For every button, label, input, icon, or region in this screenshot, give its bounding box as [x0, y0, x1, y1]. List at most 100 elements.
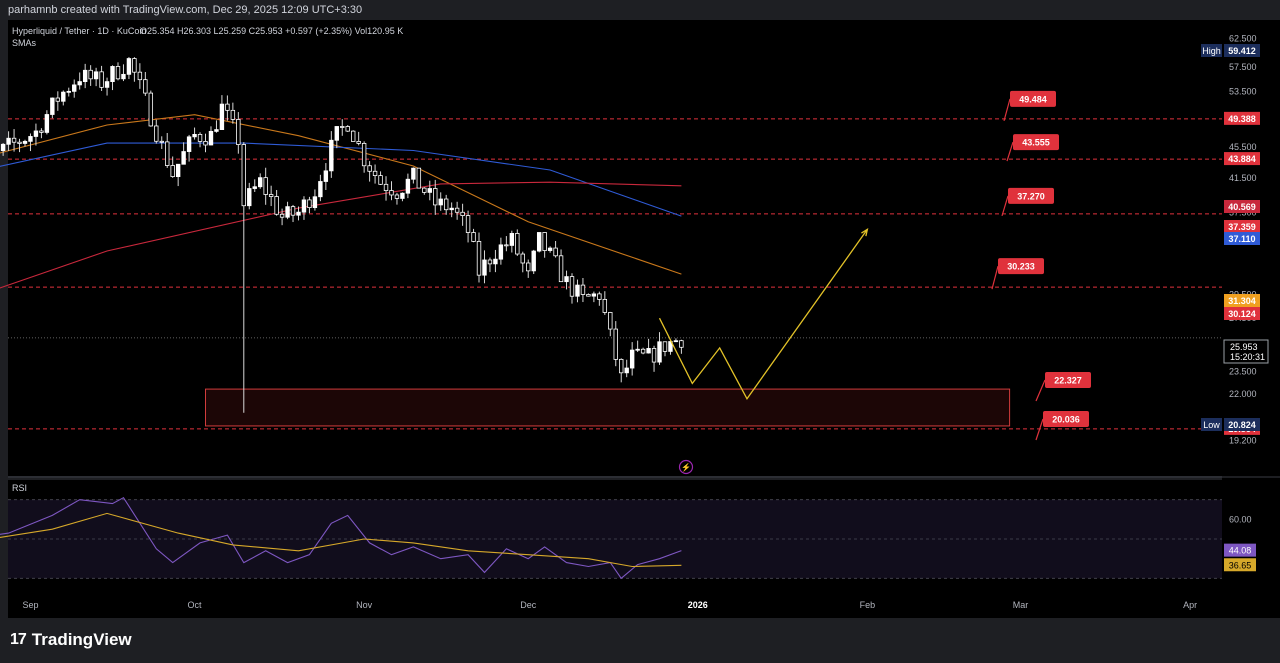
candle-bullish — [668, 341, 673, 352]
candle-bullish — [219, 103, 225, 131]
candle-bullish — [296, 211, 301, 216]
sma-line — [0, 181, 682, 289]
candle-bullish — [624, 367, 629, 374]
candle-bullish — [509, 233, 515, 246]
projection-arrowhead — [861, 227, 869, 237]
candle-bearish — [345, 126, 350, 132]
candle-bullish — [334, 126, 339, 141]
candle-bearish — [443, 198, 449, 211]
high-price-tag: 59.412 — [1228, 46, 1256, 56]
callout-tag — [998, 258, 1044, 275]
tradingview-brand: TradingView — [31, 630, 132, 649]
candle-bullish — [646, 348, 651, 354]
candle-bearish — [597, 293, 602, 300]
candle-bullish — [629, 349, 635, 369]
price-tick-label: 19.200 — [1229, 435, 1257, 445]
candle-bullish — [208, 130, 214, 146]
candle-bullish — [186, 136, 192, 152]
candle-bullish — [126, 58, 132, 75]
candle-bearish — [230, 109, 236, 120]
footer-bar: 17 TradingView — [0, 618, 1280, 663]
callout-pointer — [991, 265, 999, 290]
candle-bullish — [50, 97, 55, 115]
axis-price-tag: 43.884 — [1228, 154, 1256, 164]
candle-bearish — [55, 97, 61, 102]
candle-bullish — [498, 244, 504, 260]
price-tick-label: 22.000 — [1229, 389, 1257, 399]
callout-value: 43.555 — [1022, 138, 1050, 148]
candle-bullish — [673, 340, 679, 343]
candle-bearish — [416, 167, 422, 189]
axis-price-tag: 30.124 — [1228, 309, 1256, 319]
candle-bearish — [241, 144, 246, 207]
candle-bearish — [372, 170, 378, 177]
axis-price-tag-bg — [1224, 294, 1260, 307]
event-marker-icon — [678, 459, 694, 475]
legend-ohlc: O25.354 H26.303 L25.259 C25.953 +0.597 (… — [140, 26, 403, 36]
tradingview-logo-icon: 17 — [10, 631, 27, 648]
last-price-value: 25.953 — [1230, 342, 1258, 352]
callout-tag — [1045, 372, 1091, 388]
candle-bearish — [433, 188, 438, 206]
axis-price-tag-bg — [1224, 200, 1260, 213]
candle-bearish — [520, 253, 525, 264]
callout-pointer — [1003, 98, 1011, 122]
candle-bearish — [378, 175, 383, 185]
candle-bullish — [44, 114, 50, 133]
candle-bullish — [252, 186, 257, 189]
sma-line — [0, 142, 682, 217]
time-tick-label: Dec — [520, 600, 537, 610]
callout-tag — [1043, 411, 1089, 427]
candle-bullish — [175, 163, 181, 178]
candle-bullish — [329, 139, 334, 172]
candle-bullish — [400, 192, 405, 199]
candle-bullish — [93, 71, 99, 80]
candle-bearish — [613, 328, 618, 360]
demand-zone — [205, 388, 1011, 427]
callout-pointer — [1001, 195, 1009, 217]
time-axis — [8, 598, 1280, 618]
rsi-line — [0, 496, 682, 580]
candle-bullish — [301, 199, 307, 213]
attribution-bar: parhamnb created with TradingView.com, D… — [0, 0, 1280, 20]
chart-canvas[interactable]: 62.50057.50053.50049.50045.50041.50037.5… — [0, 20, 1280, 618]
time-tick-label: Sep — [22, 600, 38, 610]
price-tick-label: 53.500 — [1229, 87, 1257, 97]
candle-bearish — [88, 69, 93, 80]
rsi-value-tag-bg — [1224, 543, 1256, 557]
price-tick-label: 57.500 — [1229, 62, 1257, 72]
axis-price-tag-bg — [1224, 232, 1260, 245]
tradingview-logo[interactable]: 17 TradingView — [10, 630, 132, 650]
candle-bullish — [6, 137, 11, 145]
candle-bearish — [290, 206, 296, 216]
candle-bullish — [591, 293, 597, 297]
candle-bearish — [542, 232, 547, 251]
candle-bearish — [460, 211, 465, 216]
candle-bullish — [531, 250, 536, 272]
candle-bullish — [411, 167, 416, 180]
candle-bullish — [482, 259, 487, 276]
candle-bearish — [471, 232, 476, 242]
price-tick-label: 62.500 — [1229, 34, 1257, 44]
candle-bullish — [0, 143, 6, 152]
lightning-icon: ⚡ — [681, 462, 691, 472]
time-tick-label: Nov — [356, 600, 373, 610]
candle-bearish — [367, 165, 372, 172]
candle-bullish — [214, 129, 219, 132]
candle-bullish — [258, 177, 263, 188]
candle-bullish — [22, 140, 28, 144]
time-tick-label: Apr — [1183, 600, 1197, 610]
candle-bullish — [77, 81, 82, 86]
callout-value: 22.327 — [1054, 376, 1082, 386]
candle-bullish — [657, 341, 662, 363]
candle-bearish — [165, 141, 170, 166]
candle-bearish — [203, 141, 208, 146]
legend-symbol: Hyperliquid / Tether · 1D · KuCoin — [12, 26, 146, 36]
candle-bullish — [547, 247, 553, 251]
callout-pointer — [1006, 141, 1014, 162]
candle-bullish — [312, 196, 318, 209]
axis-price-tag: 31.304 — [1228, 296, 1256, 306]
candle-bearish — [389, 190, 394, 196]
candle-bearish — [279, 213, 285, 218]
axis-price-tag: 37.359 — [1228, 222, 1256, 232]
